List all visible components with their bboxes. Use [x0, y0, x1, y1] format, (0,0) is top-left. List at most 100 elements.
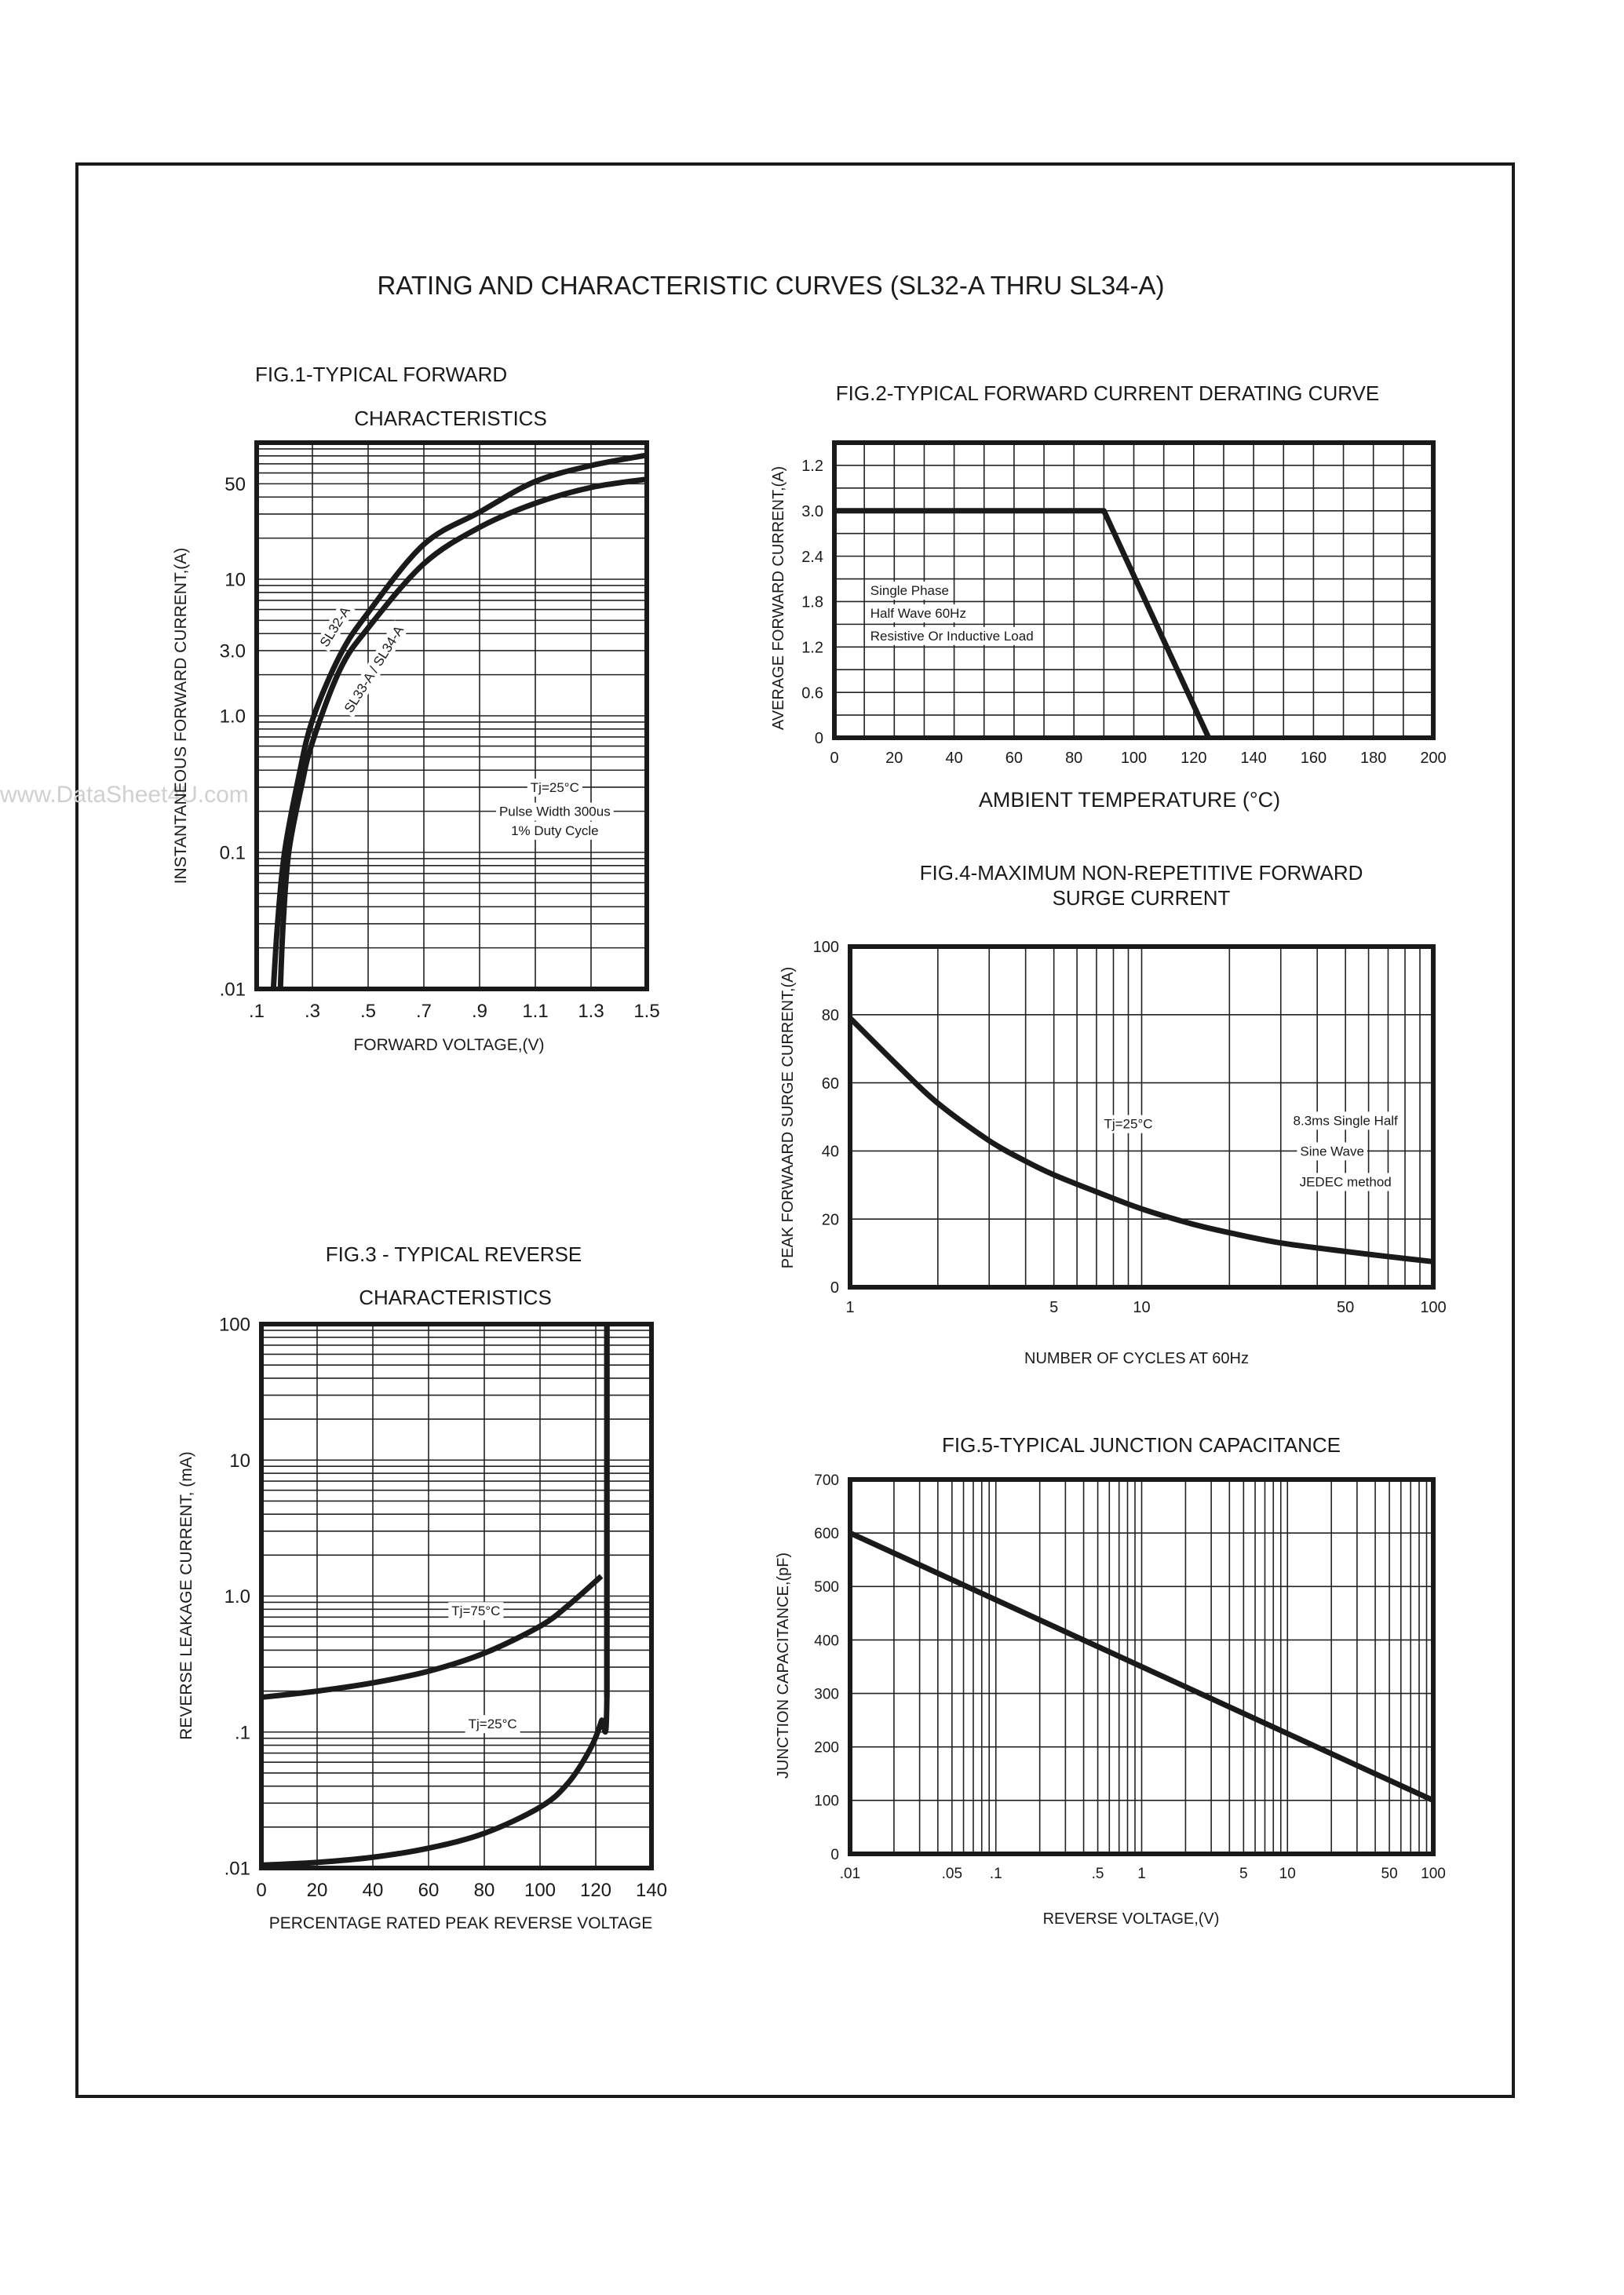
y-tick-label: 60 — [822, 1075, 839, 1093]
x-tick-label: .7 — [416, 1001, 432, 1022]
y-tick-label: 0.1 — [220, 843, 246, 864]
annotation-label: 8.3ms Single Half — [1294, 1113, 1399, 1128]
x-tick-label: 80 — [1065, 750, 1082, 767]
x-tick-label: 140 — [636, 1880, 667, 1901]
x-tick-label: 100 — [1121, 750, 1147, 767]
y-tick-label: 400 — [814, 1633, 839, 1649]
annotation-background — [1296, 1173, 1395, 1191]
fig5-title: FIG.5-TYPICAL JUNCTION CAPACITANCE — [942, 1433, 1341, 1457]
annotation-label: Half Wave 60Hz — [870, 606, 966, 621]
x-tick-label: 1 — [845, 1299, 854, 1316]
x-tick-label: 20 — [307, 1880, 328, 1901]
annotation-label: JEDEC method — [1300, 1174, 1392, 1189]
annotation-background — [448, 1602, 504, 1621]
fig4-chart: 1 5 10 50 100 0 20 40 60 80 100 Tj=25°C 8.3ms Single… — [813, 939, 1447, 1316]
fig5-x-axis-title: REVERSE VOLTAGE,(V) — [1043, 1910, 1220, 1928]
page-frame — [75, 162, 1515, 2098]
page-title: RATING AND CHARACTERISTIC CURVES (SL32-A… — [377, 271, 1164, 300]
y-tick-label: 10 — [229, 1450, 250, 1472]
x-tick-label: 50 — [1381, 1866, 1398, 1882]
fig3-y-axis-title: REVERSE LEAKAGE CURRENT, (mA) — [177, 1451, 195, 1740]
x-tick-label: 5 — [1049, 1299, 1058, 1316]
annotation-label: Pulse Width 300us — [499, 805, 611, 819]
y-tick-label: 0 — [815, 730, 823, 747]
y-tick-label: 100 — [219, 1315, 250, 1336]
series-label-background — [315, 600, 356, 652]
x-tick-label: .5 — [360, 1001, 376, 1022]
x-tick-label: 40 — [363, 1880, 384, 1901]
annotation-label: Tj=25°C — [531, 780, 579, 795]
charts-layer: .1.3.5.7.9 1.1 1.3 1.5.010.11.03.01050Tj=25… — [219, 440, 1447, 1901]
x-tick-label: 100 — [524, 1880, 556, 1901]
annotation-label: Tj=25°C — [469, 1717, 517, 1731]
fig2-title: FIG.2-TYPICAL FORWARD CURRENT DERATING C… — [836, 381, 1379, 405]
fig1-title-line1: FIG.1-TYPICAL FORWARD — [255, 363, 507, 386]
fig1-plot-border — [254, 440, 649, 991]
watermark: www.DataSheet4U.com — [0, 782, 249, 808]
fig1-series-line-2 — [277, 476, 648, 990]
x-tick-label: .1 — [990, 1866, 1002, 1882]
fig1-series-line-1 — [270, 452, 648, 990]
fig3-plot-border — [259, 1322, 654, 1870]
x-tick-label: 100 — [1420, 1299, 1446, 1316]
y-tick-label: 1.2 — [801, 458, 823, 475]
fig5-chart: .01 .05 .1 .5 1 5 10 50 100 0 100 200 300 400 500 600 70… — [814, 1472, 1446, 1882]
annotation-background — [495, 802, 614, 821]
x-tick-label: 180 — [1360, 750, 1386, 767]
fig3-title-line2: CHARACTERISTICS — [359, 1286, 552, 1309]
annotation-background — [867, 626, 1037, 645]
x-tick-label: 5 — [1239, 1866, 1248, 1882]
annotation-background — [1297, 1142, 1367, 1161]
x-tick-label: 1 — [1137, 1866, 1146, 1882]
x-tick-label: 1.1 — [522, 1001, 548, 1022]
y-tick-label: 3.0 — [220, 641, 246, 662]
fig1-chart: .1 .3 .5 .7 .9 1.1 1.3 1.5 .01 0.1 1.0 3.0 10 50 Tj=25… — [220, 440, 660, 1022]
x-tick-label: .5 — [1092, 1866, 1104, 1882]
fig4-plot-border — [848, 944, 1436, 1290]
x-tick-label: .05 — [942, 1866, 962, 1882]
annotation-background — [867, 582, 952, 600]
fig5-y-axis-title: JUNCTION CAPACITANCE,(pF) — [775, 1552, 792, 1779]
x-tick-label: 100 — [1421, 1866, 1446, 1882]
fig2-x-axis-title: AMBIENT TEMPERATURE (°C) — [979, 788, 1280, 812]
x-tick-label: 40 — [945, 750, 962, 767]
x-tick-label: 10 — [1279, 1866, 1296, 1882]
series-label-group: SL32-A — [315, 600, 356, 652]
y-tick-label: 1.0 — [220, 706, 246, 728]
y-tick-label: 20 — [822, 1211, 839, 1228]
x-tick-label: 80 — [474, 1880, 495, 1901]
annotation-label: 1% Duty Cycle — [511, 823, 598, 838]
annotation-background — [465, 1715, 520, 1734]
y-tick-label: 1.0 — [224, 1586, 250, 1607]
annotation-background — [1100, 1115, 1156, 1133]
annotation-background — [1290, 1111, 1402, 1130]
y-tick-label: 1.8 — [801, 594, 823, 611]
y-tick-label: 200 — [814, 1740, 839, 1757]
y-tick-label: 100 — [814, 1793, 839, 1810]
x-tick-label: 120 — [580, 1880, 611, 1901]
fig4-x-axis-title: NUMBER OF CYCLES AT 60Hz — [1024, 1350, 1249, 1367]
y-tick-label: 700 — [814, 1472, 839, 1489]
y-tick-label: 0 — [830, 1279, 839, 1297]
x-tick-label: .1 — [249, 1001, 265, 1022]
fig4-series-line-1 — [848, 1016, 1434, 1264]
y-tick-label: 0 — [830, 1847, 839, 1863]
fig4-y-axis-title: PEAK FORWAARD SURGE CURRENT,(A) — [779, 967, 797, 1268]
annotation-label: Resistive Or Inductive Load — [870, 629, 1034, 644]
y-tick-label: .1 — [235, 1722, 250, 1743]
y-tick-label: 40 — [822, 1144, 839, 1161]
y-tick-label: 100 — [813, 939, 839, 956]
x-tick-label: 200 — [1420, 750, 1446, 767]
annotation-background — [527, 778, 582, 797]
y-tick-label: .01 — [224, 1859, 250, 1880]
y-tick-label: 0.6 — [801, 684, 823, 702]
x-tick-label: 50 — [1337, 1299, 1354, 1316]
fig1-x-axis-title: FORWARD VOLTAGE,(V) — [353, 1036, 544, 1054]
annotation-label: Tj=25°C — [1104, 1117, 1152, 1132]
x-tick-label: .3 — [305, 1001, 320, 1022]
fig3-series-line-2 — [261, 1324, 610, 1868]
fig2-series-line-1 — [834, 508, 1212, 739]
y-tick-label: .01 — [220, 980, 246, 1001]
y-tick-label: 500 — [814, 1579, 839, 1596]
